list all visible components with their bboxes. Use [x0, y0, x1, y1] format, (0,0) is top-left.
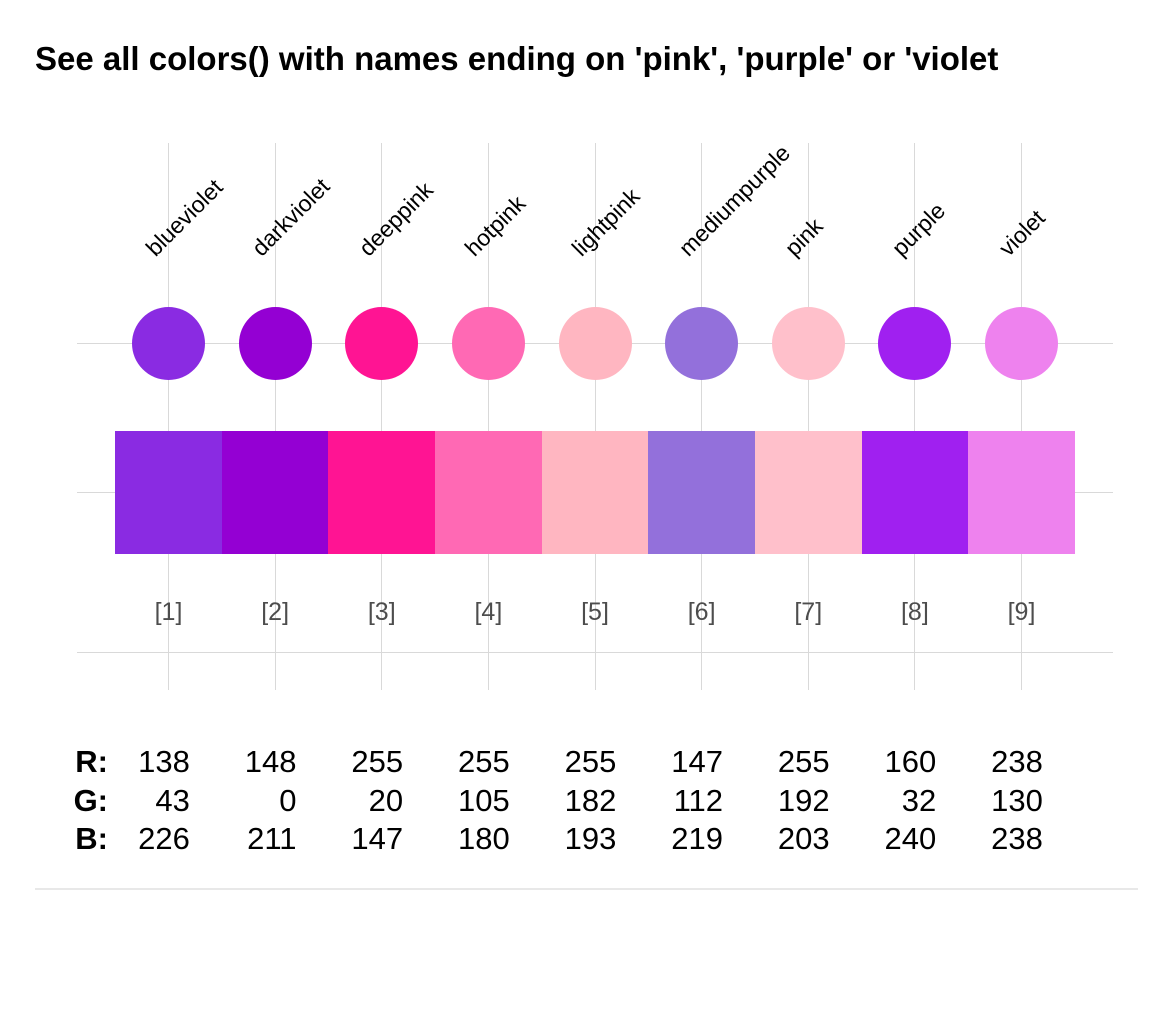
index-label: [5] — [581, 598, 609, 626]
rgb-value-cell: 20 — [368, 782, 404, 818]
category-label: purple — [886, 197, 951, 261]
rgb-value-cell: 255 — [564, 744, 617, 779]
grid-line-vertical — [274, 143, 276, 690]
color-swatch-purple — [861, 431, 969, 554]
color-swatch-blueviolet — [115, 431, 222, 554]
color-dot-blueviolet — [132, 306, 205, 380]
index-label: [6] — [687, 598, 716, 626]
color-dot-deeppink — [345, 306, 419, 380]
rgb-value-cell: 43 — [155, 782, 190, 818]
rgb-value-cell: 238 — [991, 744, 1043, 779]
rgb-value-cell: 130 — [991, 782, 1043, 818]
index-label: [3] — [367, 598, 396, 626]
bottom-separator-line — [35, 888, 1138, 890]
grid-line-vertical — [487, 143, 489, 690]
index-label: [7] — [794, 598, 823, 626]
index-label: [1] — [154, 598, 183, 626]
rgb-row-label: G: — [73, 782, 108, 818]
rgb-value-cell: 182 — [564, 782, 617, 818]
grid-line-horizontal — [77, 651, 1113, 653]
rgb-row-label: R: — [75, 744, 108, 779]
color-swatch-darkviolet — [221, 431, 329, 554]
rgb-value-cell: 211 — [247, 821, 297, 857]
grid-line-vertical — [807, 143, 809, 690]
rgb-value-cell: 240 — [884, 821, 937, 857]
category-label: darkviolet — [246, 173, 335, 261]
color-swatch-hotpink — [435, 431, 542, 554]
rgb-value-cell: 192 — [777, 782, 830, 818]
color-swatch-lightpink — [541, 431, 649, 554]
rgb-row-label: B: — [75, 821, 108, 857]
color-swatch-pink — [754, 431, 862, 554]
rgb-value-cell: 138 — [138, 744, 190, 779]
grid-line-vertical — [381, 143, 383, 690]
color-dot-hotpink — [451, 306, 525, 380]
rgb-value-cell: 147 — [671, 744, 724, 779]
chart-title: See all colors() with names ending on 'p… — [35, 40, 999, 77]
color-swatch-deeppink — [328, 431, 436, 554]
grid-line-vertical — [914, 143, 916, 690]
category-label: hotpink — [459, 190, 531, 261]
index-label: [2] — [261, 598, 290, 626]
category-label: lightpink — [566, 182, 645, 261]
color-dot-purple — [878, 306, 952, 380]
rgb-value-cell: 105 — [458, 782, 510, 818]
grid-line-vertical — [701, 143, 703, 690]
rgb-value-cell: 147 — [351, 821, 404, 857]
color-dot-lightpink — [558, 306, 632, 380]
color-dot-mediumpurple — [665, 306, 739, 380]
index-label: [8] — [900, 598, 929, 626]
rgb-value-cell: 112 — [673, 782, 724, 818]
rgb-value-cell: 32 — [901, 782, 937, 818]
grid-line-vertical — [1021, 143, 1022, 690]
color-swatch-mediumpurple — [648, 431, 755, 554]
category-label: blueviolet — [140, 173, 228, 261]
category-label: pink — [779, 212, 829, 261]
category-label: deeppink — [353, 176, 438, 261]
color-swatch-violet — [968, 431, 1075, 554]
rgb-value-cell: 148 — [244, 744, 297, 779]
rgb-value-cell: 255 — [458, 744, 510, 779]
rgb-value-cell: 255 — [777, 744, 830, 779]
rgb-value-cell: 0 — [279, 782, 297, 818]
rgb-value-cell: 203 — [777, 821, 830, 857]
color-dot-darkviolet — [238, 306, 312, 380]
color-dot-violet — [985, 306, 1058, 380]
index-label: [9] — [1007, 598, 1036, 626]
rgb-value-cell: 180 — [458, 821, 510, 857]
rgb-value-cell: 238 — [991, 821, 1043, 857]
rgb-value-cell: 160 — [884, 744, 937, 779]
grid-line-vertical — [168, 143, 169, 690]
rgb-value-cell: 193 — [564, 821, 617, 857]
rgb-value-cell: 255 — [351, 744, 404, 779]
index-label: [4] — [474, 598, 503, 626]
grid-line-vertical — [594, 143, 596, 690]
rgb-value-cell: 226 — [138, 821, 190, 857]
category-label: mediumpurple — [673, 139, 795, 261]
rgb-value-cell: 219 — [671, 821, 724, 857]
color-dot-pink — [771, 306, 845, 380]
